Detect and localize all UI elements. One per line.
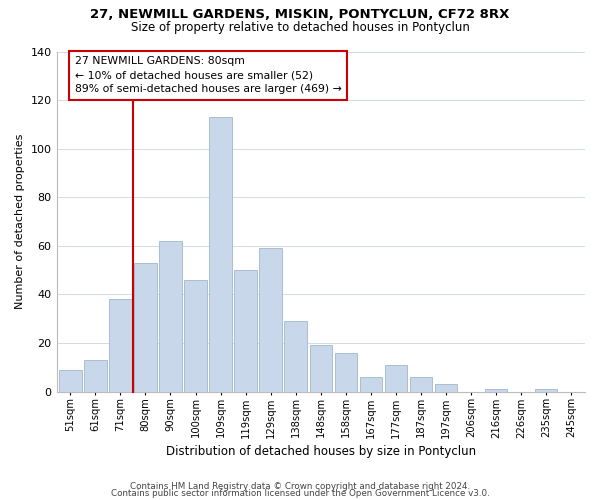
Bar — [235, 270, 257, 392]
Text: Size of property relative to detached houses in Pontyclun: Size of property relative to detached ho… — [131, 21, 469, 34]
Bar — [310, 346, 332, 392]
Bar — [109, 300, 131, 392]
Bar — [134, 263, 157, 392]
Text: 27 NEWMILL GARDENS: 80sqm
← 10% of detached houses are smaller (52)
89% of semi-: 27 NEWMILL GARDENS: 80sqm ← 10% of detac… — [75, 56, 341, 94]
Text: Contains HM Land Registry data © Crown copyright and database right 2024.: Contains HM Land Registry data © Crown c… — [130, 482, 470, 491]
Y-axis label: Number of detached properties: Number of detached properties — [15, 134, 25, 309]
Bar — [359, 377, 382, 392]
X-axis label: Distribution of detached houses by size in Pontyclun: Distribution of detached houses by size … — [166, 444, 476, 458]
Bar — [284, 321, 307, 392]
Text: 27, NEWMILL GARDENS, MISKIN, PONTYCLUN, CF72 8RX: 27, NEWMILL GARDENS, MISKIN, PONTYCLUN, … — [91, 8, 509, 20]
Bar — [435, 384, 457, 392]
Bar — [84, 360, 107, 392]
Bar — [209, 117, 232, 392]
Bar — [485, 389, 508, 392]
Bar — [159, 241, 182, 392]
Bar — [335, 353, 357, 392]
Bar — [59, 370, 82, 392]
Bar — [259, 248, 282, 392]
Bar — [184, 280, 207, 392]
Bar — [385, 365, 407, 392]
Bar — [535, 389, 557, 392]
Text: Contains public sector information licensed under the Open Government Licence v3: Contains public sector information licen… — [110, 490, 490, 498]
Bar — [410, 377, 432, 392]
